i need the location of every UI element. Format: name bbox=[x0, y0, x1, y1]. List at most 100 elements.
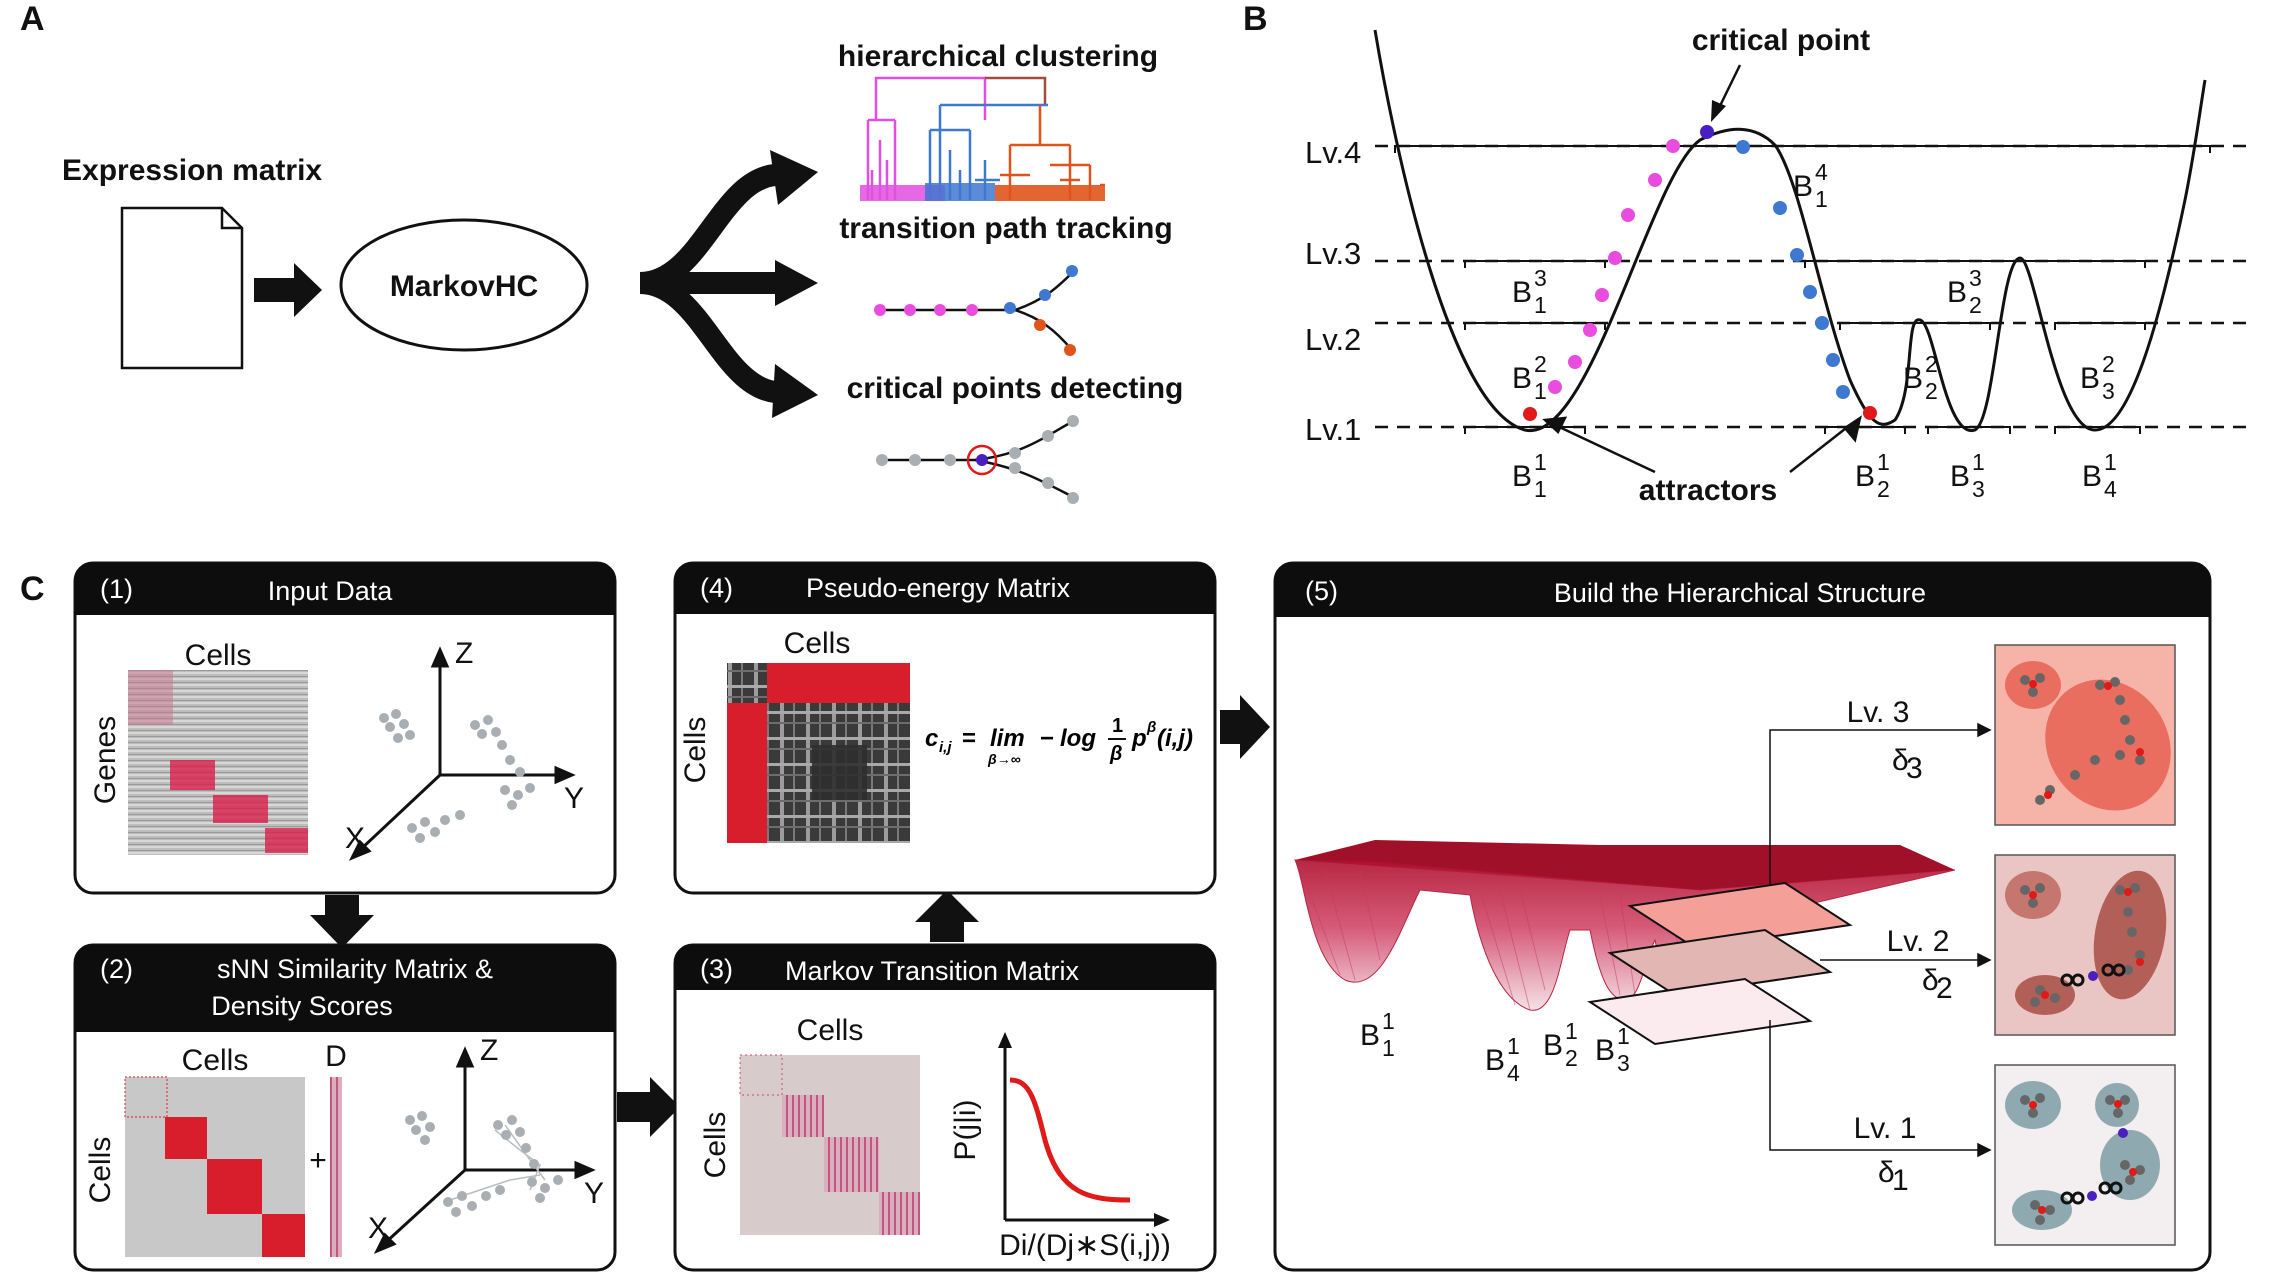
cluster-thumbnail-lv3 bbox=[1994, 644, 2176, 826]
svg-text:2: 2 bbox=[1925, 378, 1938, 404]
svg-text:B: B bbox=[1512, 276, 1532, 309]
step3-ylabel: P(j|i) bbox=[949, 1099, 982, 1160]
svg-text:1: 1 bbox=[1534, 476, 1547, 502]
panel-c-label: C bbox=[20, 570, 45, 608]
step5-level-1: Lv. 1 bbox=[1854, 1112, 1917, 1145]
basin-label-b3-2: B 3 2 bbox=[1947, 265, 1982, 318]
step1-cells-label: Cells bbox=[185, 639, 252, 672]
step2-num: (2) bbox=[100, 954, 133, 984]
step2-snn-graph bbox=[405, 1111, 563, 1217]
document-icon bbox=[120, 206, 244, 370]
level-connectors bbox=[1769, 722, 1992, 1158]
step1-axis-x: X bbox=[345, 822, 365, 855]
step5-level-3: Lv. 3 bbox=[1847, 696, 1910, 729]
step5-num: (5) bbox=[1305, 576, 1338, 606]
step5-level-2: Lv. 2 bbox=[1887, 925, 1950, 958]
svg-text:B: B bbox=[1855, 460, 1875, 493]
svg-text:1: 1 bbox=[1534, 378, 1547, 404]
critical-point-arrowhead bbox=[1711, 100, 1726, 122]
basin-label-b1-4: B 4 1 bbox=[1793, 159, 1828, 212]
svg-text:=: = bbox=[962, 725, 976, 752]
arrow-step4-to-step5 bbox=[1220, 695, 1270, 759]
branch-arrowhead-middle bbox=[775, 260, 818, 306]
step5-basin-b1-4: B 1 4 bbox=[1485, 1033, 1520, 1086]
svg-text:1: 1 bbox=[1382, 1035, 1395, 1061]
output-label-path-tracking: transition path tracking bbox=[839, 212, 1172, 245]
svg-text:β: β bbox=[1146, 719, 1156, 736]
arrow-step2-to-step3 bbox=[617, 1077, 680, 1137]
svg-text:B: B bbox=[1543, 1029, 1563, 1062]
dendrogram-icon bbox=[866, 76, 1105, 200]
svg-text:3: 3 bbox=[1617, 1050, 1630, 1076]
step1-genes-label: Genes bbox=[89, 716, 122, 804]
basin-brackets bbox=[1394, 145, 2211, 434]
svg-text:(i,j): (i,j) bbox=[1157, 725, 1193, 752]
svg-text:2: 2 bbox=[1565, 1045, 1578, 1071]
step3-xlabel: Di/(Dj∗S(i,j)) bbox=[999, 1229, 1171, 1262]
step4-cells-top: Cells bbox=[784, 627, 851, 660]
svg-text:4: 4 bbox=[1507, 1060, 1520, 1086]
branch-arrows bbox=[638, 164, 780, 403]
svg-text:log: log bbox=[1060, 725, 1096, 752]
basin-label-b3-1: B 3 1 bbox=[1512, 265, 1547, 318]
svg-text:β: β bbox=[1109, 743, 1122, 765]
svg-text:−: − bbox=[1040, 725, 1054, 752]
svg-text:1: 1 bbox=[1815, 186, 1828, 212]
step3-num: (3) bbox=[700, 954, 733, 984]
svg-text:3: 3 bbox=[1969, 265, 1982, 291]
basin-label-b1-1: B 1 1 bbox=[1512, 449, 1547, 502]
pseudo-energy-matrix bbox=[727, 663, 910, 843]
svg-text:p: p bbox=[1131, 725, 1147, 752]
step2-axis-z: Z bbox=[480, 1034, 498, 1067]
step5-delta-1-sub: 1 bbox=[1892, 1164, 1909, 1197]
svg-text:2: 2 bbox=[1969, 292, 1982, 318]
svg-text:4: 4 bbox=[1815, 159, 1828, 185]
step2-title-line1: sNN Similarity Matrix & bbox=[217, 954, 493, 984]
step3-cells-top: Cells bbox=[797, 1014, 864, 1047]
pseudo-energy-formula: c i,j = lim β→∞ − log 1 β p β (i,j) bbox=[925, 715, 1193, 767]
step2-cells-side: Cells bbox=[84, 1137, 117, 1204]
level-label-3: Lv.3 bbox=[1305, 236, 1361, 271]
level-label-2: Lv.2 bbox=[1305, 322, 1361, 357]
step3-title: Markov Transition Matrix bbox=[785, 956, 1080, 986]
step5-delta-2: δ bbox=[1922, 964, 1939, 997]
svg-text:1: 1 bbox=[1382, 1008, 1395, 1034]
step4-box: (4) Pseudo-energy Matrix Cells Cells c i… bbox=[673, 561, 1217, 895]
step5-basin-b1-1: B 1 1 bbox=[1360, 1008, 1395, 1061]
trajectory-dots bbox=[1523, 125, 1877, 421]
svg-text:β→∞: β→∞ bbox=[987, 751, 1021, 767]
density-label: D bbox=[325, 1040, 347, 1073]
svg-text:3: 3 bbox=[1534, 265, 1547, 291]
step2-box: (2) sNN Similarity Matrix & Density Scor… bbox=[73, 943, 617, 1272]
panel-b: B Lv.4 Lv.3 Lv.2 Lv.1 bbox=[1243, 0, 2250, 507]
svg-text:1: 1 bbox=[1112, 715, 1123, 737]
step5-delta-1: δ bbox=[1878, 1156, 1895, 1189]
step1-axis-y: Y bbox=[564, 782, 584, 815]
step1-title: Input Data bbox=[268, 576, 394, 606]
svg-text:B: B bbox=[1793, 170, 1813, 203]
markov-transition-matrix bbox=[739, 1054, 920, 1235]
step1-num: (1) bbox=[100, 574, 133, 604]
gene-expression-heatmap bbox=[128, 670, 308, 855]
svg-text:1: 1 bbox=[1617, 1023, 1630, 1049]
svg-text:B: B bbox=[2080, 362, 2100, 395]
basin-label-b1-4b: B 1 4 bbox=[2082, 449, 2117, 502]
critical-points-icon bbox=[876, 415, 1079, 504]
snn-similarity-matrix bbox=[124, 1076, 305, 1257]
step5-delta-2-sub: 2 bbox=[1936, 972, 1953, 1005]
step2-axis-y: Y bbox=[584, 1177, 604, 1210]
step1-axis-z: Z bbox=[455, 637, 473, 670]
svg-text:1: 1 bbox=[1972, 449, 1985, 475]
svg-text:2: 2 bbox=[2102, 351, 2115, 377]
output-label-clustering: hierarchical clustering bbox=[838, 40, 1158, 73]
svg-text:B: B bbox=[1485, 1044, 1505, 1077]
svg-text:2: 2 bbox=[1877, 476, 1890, 502]
step5-title: Build the Hierarchical Structure bbox=[1554, 578, 1926, 608]
step2-title-line2: Density Scores bbox=[211, 991, 393, 1021]
svg-text:1: 1 bbox=[1565, 1018, 1578, 1044]
svg-text:B: B bbox=[1512, 362, 1532, 395]
branch-arrowhead-bottom bbox=[772, 364, 818, 418]
svg-text:lim: lim bbox=[990, 725, 1025, 752]
level-label-4: Lv.4 bbox=[1305, 135, 1361, 170]
step3-box: (3) Markov Transition Matrix Cells Cells… bbox=[673, 943, 1217, 1272]
